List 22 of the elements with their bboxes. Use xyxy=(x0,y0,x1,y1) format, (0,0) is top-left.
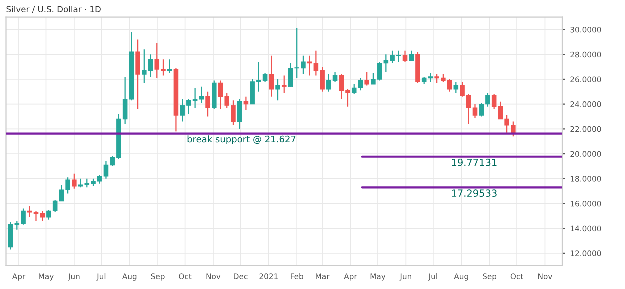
candlestick xyxy=(244,96,249,112)
ref-line-label: 17.29533 xyxy=(452,190,497,198)
candlestick xyxy=(492,94,497,110)
ref-line-label: break support @ 21.627 xyxy=(188,136,296,144)
candlestick xyxy=(8,222,14,250)
candlestick xyxy=(428,72,434,83)
candlestick xyxy=(199,86,204,104)
candlestick xyxy=(72,173,77,190)
candlestick xyxy=(269,55,274,98)
candlestick xyxy=(136,39,140,110)
ref-line-label: 19.77131 xyxy=(452,158,497,166)
candlestick xyxy=(282,75,287,94)
candlestick xyxy=(237,98,242,130)
candlestick xyxy=(454,81,459,94)
candlestick xyxy=(206,91,210,118)
chart-title: Silver / U.S. Dollar · 1D xyxy=(6,6,101,14)
candlestick xyxy=(307,55,312,76)
candlestick xyxy=(364,71,370,86)
candlestick xyxy=(276,78,280,102)
candlestick xyxy=(402,50,408,63)
candlestick xyxy=(167,59,172,74)
candlestick xyxy=(409,50,414,62)
